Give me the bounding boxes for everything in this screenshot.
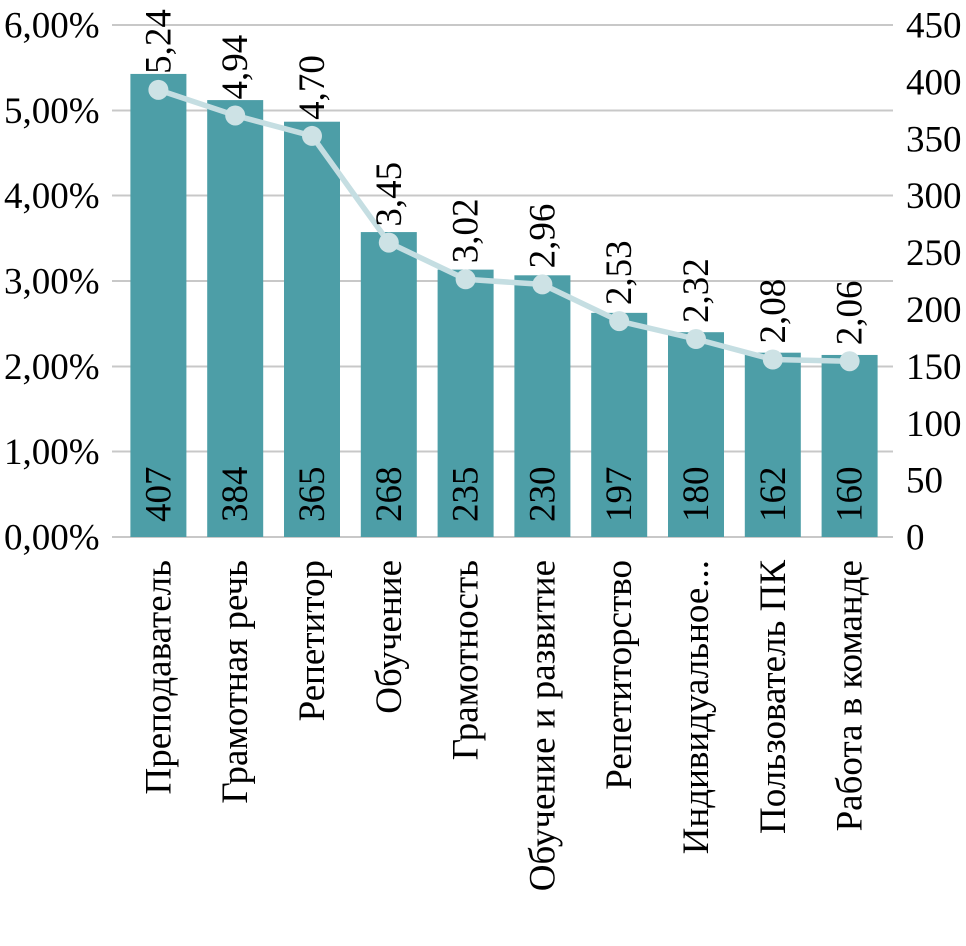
line-marker xyxy=(302,125,322,146)
line-value-labels: 5,24 4,94 4,70 3,45 3,02 2,96 2,53 2,32 2,08 2,06 xyxy=(138,9,870,345)
line-value-label: 4,94 xyxy=(215,35,256,100)
right-axis: 0 50 100 150 200 250 300 350 400 450 xyxy=(906,6,962,559)
category-labels: Преподаватель Грамотная речь Репетитор Обуч… xyxy=(138,560,870,892)
line-value-label: 5,24 xyxy=(138,9,179,74)
right-axis-tick-label: 400 xyxy=(906,62,962,103)
category-label: Преподаватель xyxy=(138,560,179,795)
line-value-label: 2,96 xyxy=(522,204,563,269)
right-axis-tick-label: 0 xyxy=(906,518,925,559)
bar xyxy=(284,121,340,537)
category-label: Работа в команде xyxy=(830,560,871,831)
line-value-label: 3,02 xyxy=(446,199,487,264)
bar-value-label: 230 xyxy=(522,467,563,523)
bar xyxy=(130,73,187,538)
line-marker xyxy=(609,311,630,332)
right-axis-tick-label: 300 xyxy=(906,176,962,217)
bar-value-label: 162 xyxy=(753,467,794,523)
category-label: Индивидуальное... xyxy=(676,560,717,854)
category-label: Пользователь ПК xyxy=(753,560,794,834)
right-axis-tick-label: 350 xyxy=(906,119,962,160)
category-label: Обучение и развитие xyxy=(522,560,563,891)
line-value-label: 2,32 xyxy=(676,258,717,323)
line-marker xyxy=(762,349,783,370)
bar xyxy=(591,312,648,537)
line-marker xyxy=(225,105,246,126)
line-value-label: 2,53 xyxy=(599,240,640,305)
line-marker xyxy=(148,79,169,100)
category-label: Обучение xyxy=(369,560,410,714)
left-axis-tick-label: 2,00% xyxy=(4,347,100,388)
bar xyxy=(207,100,264,538)
line-value-label: 2,08 xyxy=(753,279,794,344)
line-value-label: 2,06 xyxy=(830,280,871,345)
line-marker xyxy=(839,351,860,372)
line-value-label: 4,70 xyxy=(292,55,333,120)
left-axis-tick-label: 5,00% xyxy=(4,91,100,132)
left-axis-tick-label: 4,00% xyxy=(4,176,100,217)
right-axis-tick-label: 100 xyxy=(906,404,962,445)
bar-value-labels: 407 384 365 268 235 230 197 180 162 160 xyxy=(138,467,870,523)
line-marker xyxy=(378,232,399,253)
line-series xyxy=(155,87,853,364)
bar-value-label: 268 xyxy=(369,467,410,523)
left-axis-tick-label: 1,00% xyxy=(4,432,100,473)
right-axis-tick-label: 200 xyxy=(906,290,962,331)
right-axis-tick-label: 450 xyxy=(906,6,962,47)
bar-value-label: 384 xyxy=(215,467,256,523)
bar xyxy=(821,354,878,537)
bar-series xyxy=(130,73,878,538)
bar-value-label: 365 xyxy=(292,467,333,523)
left-axis: 0,00% 1,00% 2,00% 3,00% 4,00% 5,00% 6,00% xyxy=(4,6,100,559)
line-marker xyxy=(455,269,476,290)
category-label: Грамотная речь xyxy=(215,560,256,804)
category-label: Репетитор xyxy=(292,560,333,721)
bar xyxy=(744,352,801,537)
line-marker xyxy=(532,274,553,295)
bar-value-label: 197 xyxy=(599,467,640,523)
left-axis-tick-label: 6,00% xyxy=(4,6,100,47)
bar xyxy=(668,332,724,537)
left-axis-tick-label: 0,00% xyxy=(4,518,100,559)
bar-value-label: 180 xyxy=(676,467,717,523)
category-label: Репетиторство xyxy=(599,560,640,790)
line-markers xyxy=(148,79,860,372)
bar xyxy=(437,269,494,537)
bar-value-label: 407 xyxy=(138,467,179,523)
bar xyxy=(360,232,417,537)
line-marker xyxy=(686,329,706,350)
bar-value-label: 235 xyxy=(446,467,487,523)
right-axis-tick-label: 250 xyxy=(906,233,962,274)
bar xyxy=(514,275,571,537)
left-axis-tick-label: 3,00% xyxy=(4,262,100,303)
right-axis-tick-label: 150 xyxy=(906,347,962,388)
bar-value-label: 160 xyxy=(830,467,871,523)
line-value-label: 3,45 xyxy=(369,162,410,227)
category-label: Грамотность xyxy=(446,560,487,760)
right-axis-tick-label: 50 xyxy=(906,461,943,502)
